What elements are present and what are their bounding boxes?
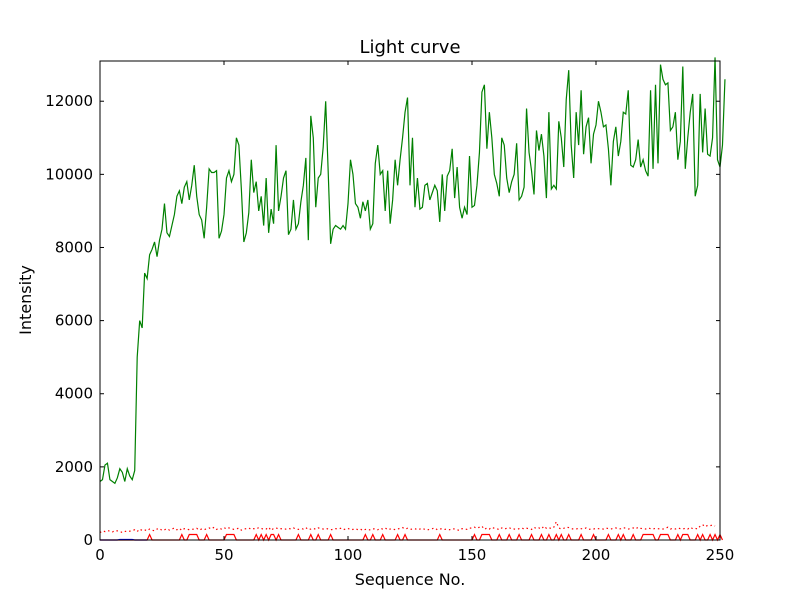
y-tick-label: 0	[83, 531, 93, 549]
x-tick-label: 200	[582, 546, 611, 564]
x-tick-label: 250	[706, 546, 735, 564]
y-axis-label: Intensity	[16, 265, 35, 335]
y-tick-label: 12000	[45, 92, 93, 110]
chart-title: Light curve	[359, 37, 460, 58]
x-tick-label: 100	[334, 546, 363, 564]
y-tick-label: 10000	[45, 165, 93, 183]
y-tick-label: 6000	[55, 312, 93, 330]
x-tick-label: 50	[214, 546, 233, 564]
x-tick-label: 150	[458, 546, 487, 564]
x-axis-label: Sequence No.	[355, 570, 466, 589]
plot-area	[100, 61, 720, 540]
x-tick-label: 0	[95, 546, 105, 564]
plot-frame	[99, 60, 721, 541]
series-line-1	[99, 520, 716, 534]
y-tick-label: 4000	[55, 385, 93, 403]
tick-layer: 0 50 100 150 200 250 0 2000 4000 6000 8000 10000 120…	[45, 61, 734, 564]
series-line-0	[99, 57, 726, 485]
y-tick-label: 2000	[55, 458, 93, 476]
y-tick-label: 8000	[55, 238, 93, 256]
